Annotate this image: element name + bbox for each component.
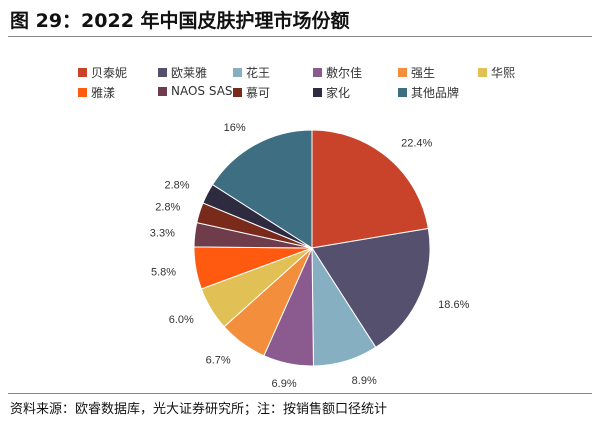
data-label: 6.0% xyxy=(169,314,194,326)
legend-swatch xyxy=(233,68,242,77)
legend-item: 雅漾 xyxy=(78,84,115,101)
legend-label: 强生 xyxy=(411,66,436,80)
legend-item: 花王 xyxy=(233,64,270,81)
legend-label: NAOS SAS xyxy=(171,84,233,98)
data-label: 2.8% xyxy=(164,179,189,191)
data-label: 5.8% xyxy=(151,267,176,279)
data-label: 8.9% xyxy=(352,375,377,387)
figure-title: 图 29：2022 年中国皮肤护理市场份额 xyxy=(10,10,350,32)
legend-swatch xyxy=(398,68,407,77)
legend-swatch xyxy=(158,86,167,96)
source-divider xyxy=(8,393,592,394)
data-label: 2.8% xyxy=(155,202,180,214)
data-label: 16% xyxy=(224,122,246,134)
legend-swatch xyxy=(398,88,407,97)
legend-label: 花王 xyxy=(246,66,271,80)
data-label: 18.6% xyxy=(438,299,469,311)
data-label: 6.9% xyxy=(272,378,297,390)
pie-slice xyxy=(311,129,429,249)
legend-label: 华熙 xyxy=(491,66,516,80)
legend-item: 慕可 xyxy=(233,84,270,101)
legend-item: 家化 xyxy=(313,84,350,101)
source-note: 资料来源：欧睿数据库，光大证券研究所；注：按销售额口径统计 xyxy=(10,402,388,417)
legend-label: 敷尔佳 xyxy=(326,66,363,80)
legend-item: 敷尔佳 xyxy=(313,64,362,81)
legend-swatch xyxy=(313,68,322,77)
legend-item: 欧莱雅 xyxy=(158,64,207,81)
legend-swatch xyxy=(313,88,322,97)
legend-label: 慕可 xyxy=(246,86,271,100)
legend-swatch xyxy=(78,88,87,97)
legend-label: 家化 xyxy=(326,86,351,100)
legend-item: 强生 xyxy=(398,64,435,81)
legend-label: 雅漾 xyxy=(91,86,116,100)
pie-slice xyxy=(211,129,313,249)
legend-item: 其他品牌 xyxy=(398,84,459,101)
legend-label: 欧莱雅 xyxy=(171,66,208,80)
legend-item: NAOS SAS xyxy=(158,84,233,98)
data-label: 3.3% xyxy=(150,227,175,239)
legend-item: 贝泰妮 xyxy=(78,64,127,81)
title-divider xyxy=(8,36,592,37)
data-label: 6.7% xyxy=(206,354,231,366)
pie-slice xyxy=(311,227,431,348)
legend-swatch xyxy=(78,68,87,77)
legend-swatch xyxy=(478,68,487,77)
legend-swatch xyxy=(233,88,242,97)
legend-swatch xyxy=(158,68,167,77)
legend-item: 华熙 xyxy=(478,64,515,81)
legend-label: 其他品牌 xyxy=(411,86,460,100)
legend-label: 贝泰妮 xyxy=(91,66,128,80)
data-label: 22.4% xyxy=(401,138,432,150)
